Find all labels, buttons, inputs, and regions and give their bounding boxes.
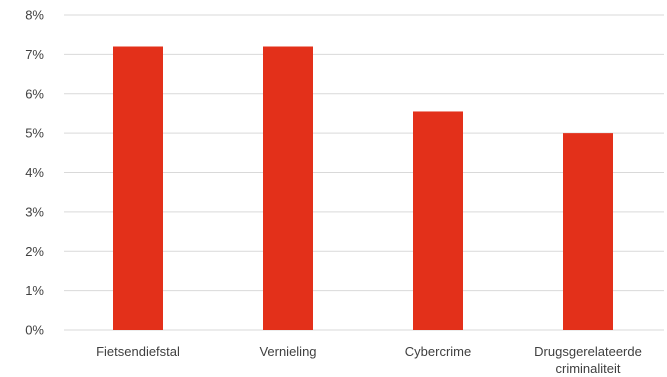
y-tick-label: 7% bbox=[25, 47, 44, 62]
y-tick-label: 4% bbox=[25, 165, 44, 180]
bar bbox=[563, 133, 613, 330]
bar bbox=[113, 46, 163, 330]
x-category-label-line: Fietsendiefstal bbox=[96, 344, 180, 359]
y-tick-label: 0% bbox=[25, 323, 44, 338]
y-tick-label: 3% bbox=[25, 204, 44, 219]
x-category-label-line: Vernieling bbox=[259, 344, 316, 359]
x-category-label: Fietsendiefstal bbox=[96, 344, 180, 359]
bar bbox=[413, 111, 463, 330]
y-tick-label: 2% bbox=[25, 244, 44, 259]
x-category-label-line: Drugsgerelateerde bbox=[534, 344, 642, 359]
y-tick-label: 1% bbox=[25, 283, 44, 298]
gridlines bbox=[64, 14, 664, 331]
x-category-label-line: Cybercrime bbox=[405, 344, 471, 359]
x-category-label: Vernieling bbox=[259, 344, 316, 359]
x-category-label-line: criminaliteit bbox=[555, 361, 620, 376]
y-axis-tick-labels: 0% 1% 2% 3% 4% 5% 6% 7% 8% bbox=[25, 8, 44, 338]
y-tick-label: 8% bbox=[25, 8, 44, 23]
x-axis-category-labels: Fietsendiefstal Vernieling Cybercrime Drugs… bbox=[96, 344, 642, 376]
y-tick-label: 6% bbox=[25, 86, 44, 101]
bars bbox=[113, 46, 613, 330]
x-category-label: Drugsgerelateerde criminaliteit bbox=[534, 344, 642, 376]
bar bbox=[263, 46, 313, 330]
y-tick-label: 5% bbox=[25, 126, 44, 141]
x-category-label: Cybercrime bbox=[405, 344, 471, 359]
